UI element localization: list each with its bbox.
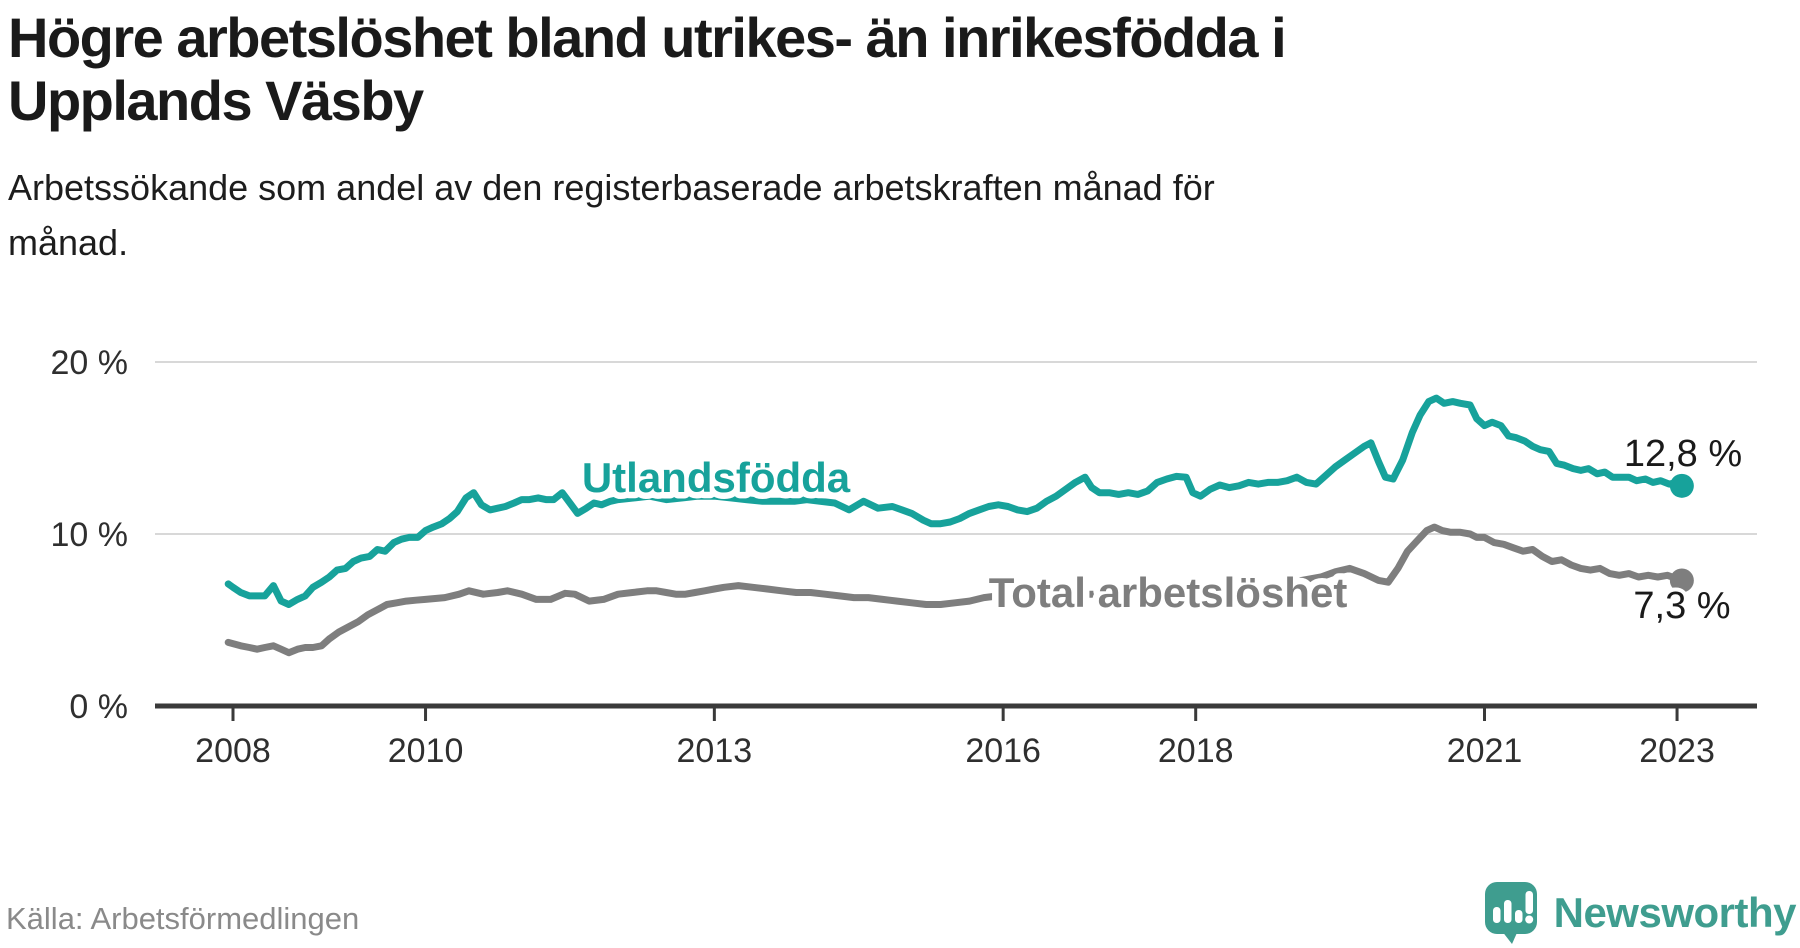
end-point-dots	[1669, 473, 1694, 593]
series-line-total	[224, 523, 1686, 657]
newsworthy-logo-text: Newsworthy	[1553, 889, 1797, 936]
series-line-utlandsfodda	[224, 394, 1686, 608]
chart-subtitle: Arbetssökande som andel av den registerb…	[8, 160, 1508, 270]
xtick-label-2013: 2013	[677, 732, 753, 770]
value-label-utlandsfodda: 12,8 %	[1624, 433, 1742, 475]
newsworthy-brand: Newsworthy	[1484, 880, 1797, 946]
gridlines	[155, 361, 1757, 535]
series-label-utlandsfodda: Utlandsfödda	[582, 454, 851, 501]
end-dot-utlandsfodda	[1669, 473, 1694, 498]
ytick-label-0: 0 %	[69, 688, 128, 726]
xtick-label-2018: 2018	[1158, 732, 1234, 770]
subtitle-line-2: månad.	[8, 222, 129, 263]
ytick-label-10: 10 %	[51, 516, 129, 554]
page-title: Högre arbetslöshet bland utrikes- än inr…	[8, 6, 1768, 132]
series-label-total-arbetsloshet: Total arbetslöshet	[989, 569, 1348, 616]
xtick-label-2021: 2021	[1447, 732, 1523, 770]
xtick-label-2016: 2016	[965, 732, 1041, 770]
title-line-2: Upplands Väsby	[8, 69, 424, 132]
data-series-lines	[224, 394, 1686, 657]
ytick-label-20: 20 %	[51, 344, 129, 382]
xtick-label-2008: 2008	[195, 732, 271, 770]
xtick-label-2023: 2023	[1639, 732, 1715, 770]
source-attribution: Källa: Arbetsförmedlingen	[6, 901, 360, 936]
xtick-label-2010: 2010	[388, 732, 464, 770]
end-dot-total	[1669, 568, 1694, 593]
subtitle-line-1: Arbetssökande som andel av den registerb…	[8, 167, 1215, 208]
title-line-1: Högre arbetslöshet bland utrikes- än inr…	[8, 6, 1287, 69]
value-label-total-arbetsloshet: 7,3 %	[1633, 585, 1730, 627]
newsworthy-logo-icon	[1484, 882, 1537, 944]
axes-and-ticks: 0 % 10 % 20 % 2008 2010 2013 2016 2018 2021 2023	[51, 344, 1757, 770]
